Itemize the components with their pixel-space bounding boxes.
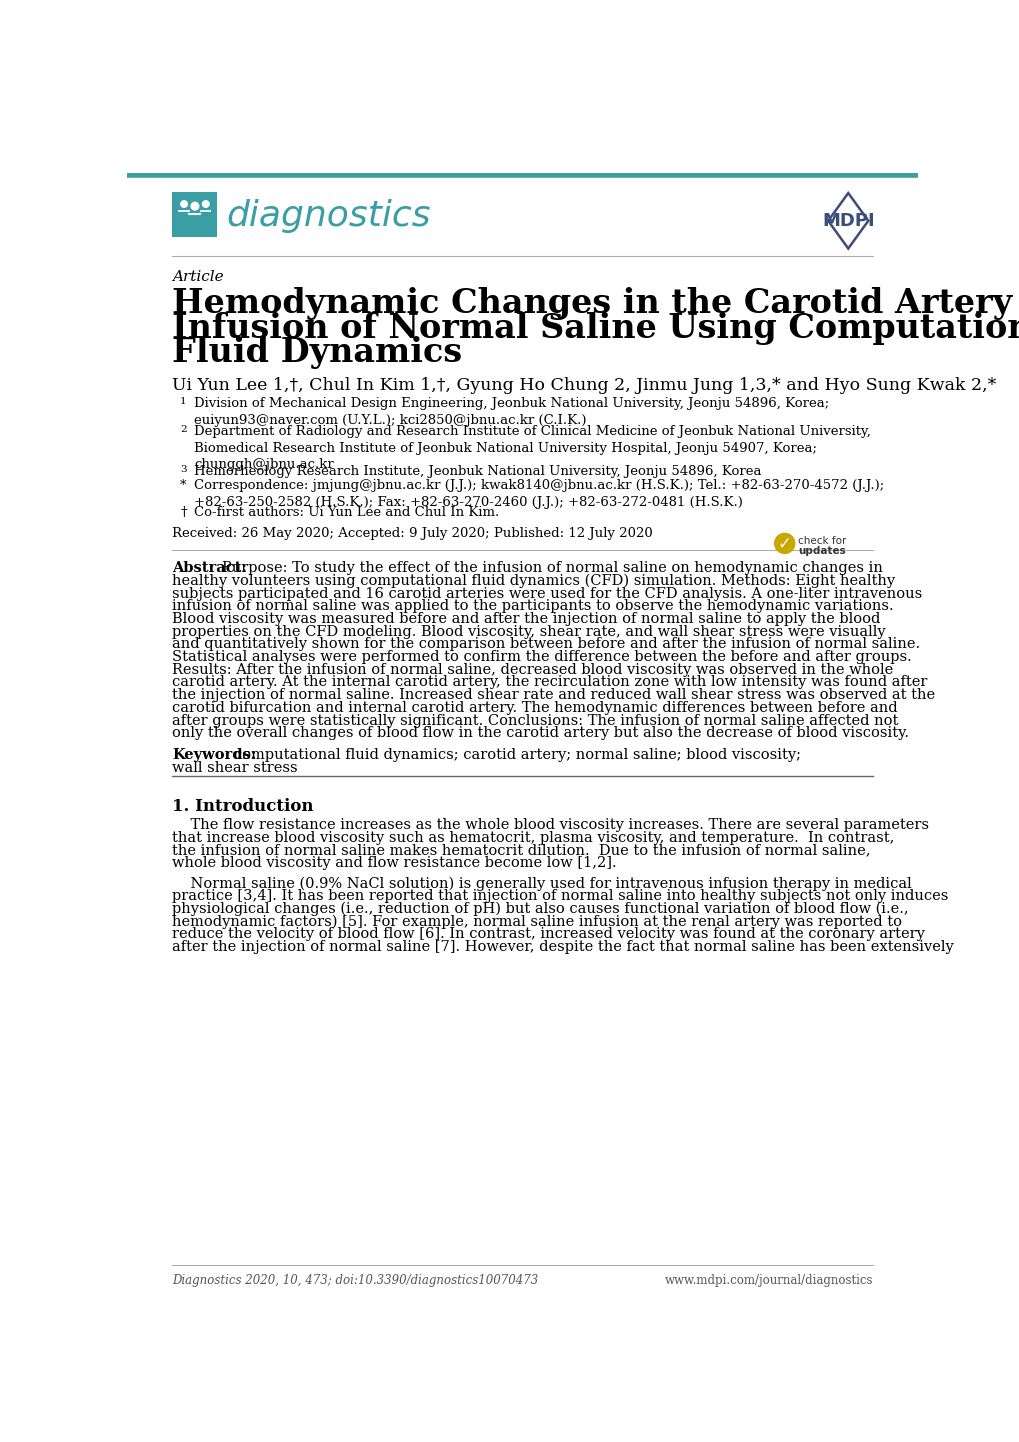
Text: computational fluid dynamics; carotid artery; normal saline; blood viscosity;: computational fluid dynamics; carotid ar… xyxy=(234,748,801,763)
Text: infusion of normal saline was applied to the participants to observe the hemodyn: infusion of normal saline was applied to… xyxy=(172,600,894,613)
Text: Fluid Dynamics: Fluid Dynamics xyxy=(172,336,463,369)
Text: subjects participated and 16 carotid arteries were used for the CFD analysis. A : subjects participated and 16 carotid art… xyxy=(172,587,922,600)
Text: updates: updates xyxy=(797,545,845,555)
Circle shape xyxy=(203,200,209,208)
Text: hemodynamic factors) [5]. For example, normal saline infusion at the renal arter: hemodynamic factors) [5]. For example, n… xyxy=(172,914,902,929)
Text: whole blood viscosity and flow resistance become low [1,2].: whole blood viscosity and flow resistanc… xyxy=(172,857,616,870)
Text: ✓: ✓ xyxy=(777,535,791,552)
FancyBboxPatch shape xyxy=(172,192,217,236)
Text: Department of Radiology and Research Institute of Clinical Medicine of Jeonbuk N: Department of Radiology and Research Ins… xyxy=(194,425,870,472)
Text: Division of Mechanical Design Engineering, Jeonbuk National University, Jeonju 5: Division of Mechanical Design Engineerin… xyxy=(194,397,828,427)
Text: MDPI: MDPI xyxy=(821,212,873,229)
Text: Received: 26 May 2020; Accepted: 9 July 2020; Published: 12 July 2020: Received: 26 May 2020; Accepted: 9 July … xyxy=(172,528,652,541)
Text: wall shear stress: wall shear stress xyxy=(172,761,298,774)
Text: healthy volunteers using computational fluid dynamics (CFD) simulation. Methods:: healthy volunteers using computational f… xyxy=(172,574,895,588)
Text: physiological changes (i.e., reduction of pH) but also causes functional variati: physiological changes (i.e., reduction o… xyxy=(172,901,908,916)
Text: Hemodynamic Changes in the Carotid Artery after: Hemodynamic Changes in the Carotid Arter… xyxy=(172,287,1019,320)
Text: The flow resistance increases as the whole blood viscosity increases. There are : The flow resistance increases as the who… xyxy=(172,818,928,832)
Text: Ui Yun Lee 1,†, Chul In Kim 1,†, Gyung Ho Chung 2, Jinmu Jung 1,3,* and Hyo Sung: Ui Yun Lee 1,†, Chul In Kim 1,†, Gyung H… xyxy=(172,378,996,394)
Text: 3: 3 xyxy=(180,464,186,474)
Text: Keywords:: Keywords: xyxy=(172,748,257,763)
Circle shape xyxy=(180,200,187,208)
Text: Co-first authors: Ui Yun Lee and Chul In Kim.: Co-first authors: Ui Yun Lee and Chul In… xyxy=(194,506,499,519)
Text: Hemorheology Research Institute, Jeonbuk National University, Jeonju 54896, Kore: Hemorheology Research Institute, Jeonbuk… xyxy=(194,464,761,477)
Text: Diagnostics 2020, 10, 473; doi:10.3390/diagnostics10070473: Diagnostics 2020, 10, 473; doi:10.3390/d… xyxy=(172,1275,538,1288)
Text: properties on the CFD modeling. Blood viscosity, shear rate, and wall shear stre: properties on the CFD modeling. Blood vi… xyxy=(172,624,886,639)
Text: Purpose: To study the effect of the infusion of normal saline on hemodynamic cha: Purpose: To study the effect of the infu… xyxy=(222,561,882,575)
Circle shape xyxy=(773,534,794,554)
Text: †: † xyxy=(180,506,186,519)
Text: *: * xyxy=(180,479,186,492)
Text: after the injection of normal saline [7]. However, despite the fact that normal : after the injection of normal saline [7]… xyxy=(172,940,953,955)
Text: www.mdpi.com/journal/diagnostics: www.mdpi.com/journal/diagnostics xyxy=(664,1275,872,1288)
Circle shape xyxy=(191,202,199,211)
Text: carotid artery. At the internal carotid artery, the recirculation zone with low : carotid artery. At the internal carotid … xyxy=(172,675,927,689)
Text: 2: 2 xyxy=(180,425,186,434)
Text: carotid bifurcation and internal carotid artery. The hemodynamic differences bet: carotid bifurcation and internal carotid… xyxy=(172,701,897,715)
Text: the infusion of normal saline makes hematocrit dilution.  Due to the infusion of: the infusion of normal saline makes hema… xyxy=(172,844,870,858)
Text: Abstract:: Abstract: xyxy=(172,561,247,575)
Text: the injection of normal saline. Increased shear rate and reduced wall shear stre: the injection of normal saline. Increase… xyxy=(172,688,934,702)
Text: only the overall changes of blood flow in the carotid artery but also the decrea: only the overall changes of blood flow i… xyxy=(172,727,909,740)
Text: check for: check for xyxy=(797,536,846,547)
Text: Results: After the infusion of normal saline, decreased blood viscosity was obse: Results: After the infusion of normal sa… xyxy=(172,663,893,676)
Text: 1: 1 xyxy=(180,397,186,407)
Text: practice [3,4]. It has been reported that injection of normal saline into health: practice [3,4]. It has been reported tha… xyxy=(172,890,948,903)
Text: Correspondence: jmjung@jbnu.ac.kr (J.J.); kwak8140@jbnu.ac.kr (H.S.K.); Tel.: +8: Correspondence: jmjung@jbnu.ac.kr (J.J.)… xyxy=(194,479,883,509)
Text: and quantitatively shown for the comparison between before and after the infusio: and quantitatively shown for the compari… xyxy=(172,637,920,652)
Text: diagnostics: diagnostics xyxy=(226,199,431,234)
Text: Infusion of Normal Saline Using Computational: Infusion of Normal Saline Using Computat… xyxy=(172,311,1019,345)
Text: Normal saline (0.9% NaCl solution) is generally used for intravenous infusion th: Normal saline (0.9% NaCl solution) is ge… xyxy=(172,877,911,891)
Text: after groups were statistically significant. Conclusions: The infusion of normal: after groups were statistically signific… xyxy=(172,714,898,728)
Text: Blood viscosity was measured before and after the injection of normal saline to : Blood viscosity was measured before and … xyxy=(172,611,880,626)
Text: 1. Introduction: 1. Introduction xyxy=(172,797,314,815)
Text: reduce the velocity of blood flow [6]. In contrast, increased velocity was found: reduce the velocity of blood flow [6]. I… xyxy=(172,927,924,942)
Text: Statistical analyses were performed to confirm the difference between the before: Statistical analyses were performed to c… xyxy=(172,650,911,665)
Text: Article: Article xyxy=(172,270,224,284)
Text: that increase blood viscosity such as hematocrit, plasma viscosity, and temperat: that increase blood viscosity such as he… xyxy=(172,831,894,845)
